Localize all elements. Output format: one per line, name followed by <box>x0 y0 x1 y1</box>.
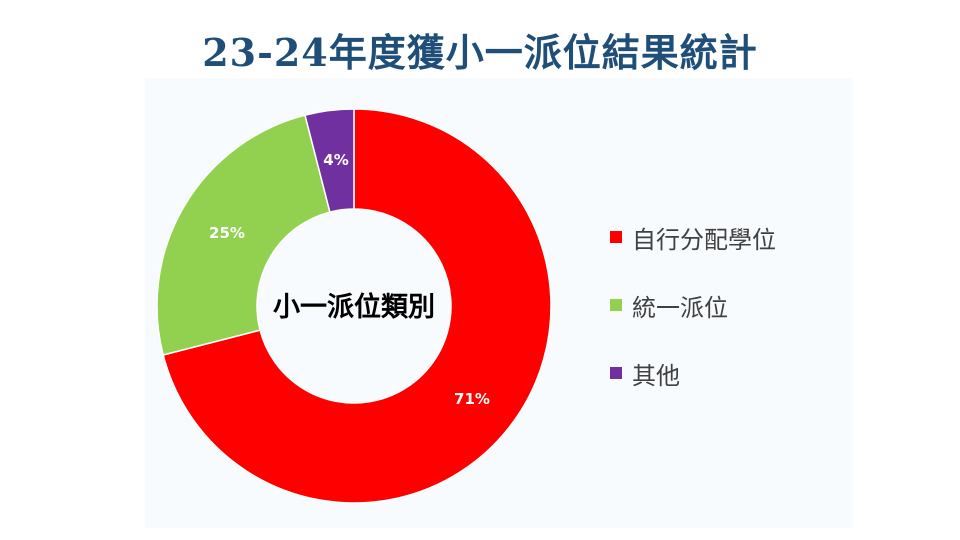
legend-item-3: 其他 <box>610 354 776 392</box>
legend-swatch-3 <box>610 367 622 379</box>
legend: 自行分配學位 統一派位其他 <box>610 218 776 422</box>
legend-item-2: 統一派位 <box>610 286 776 324</box>
data-label-1: 71% <box>454 390 490 408</box>
donut-center-label: 小一派位類別 <box>273 291 435 323</box>
legend-label-3: 其他 <box>632 361 680 390</box>
data-label-box-1 <box>453 387 491 411</box>
data-label-2: 25% <box>209 224 245 242</box>
legend-swatch-2 <box>610 299 622 311</box>
data-label-3: 4% <box>323 151 348 169</box>
legend-label-1: 自行分配學位 <box>632 225 776 254</box>
data-label-box-2 <box>208 221 246 245</box>
legend-item-1: 自行分配學位 <box>610 218 776 256</box>
legend-label-2: 統一派位 <box>632 293 728 322</box>
legend-swatch-1 <box>610 231 622 243</box>
chart-title: 23-24年度獲小一派位結果統計 <box>202 30 758 75</box>
data-label-box-3 <box>322 148 350 172</box>
